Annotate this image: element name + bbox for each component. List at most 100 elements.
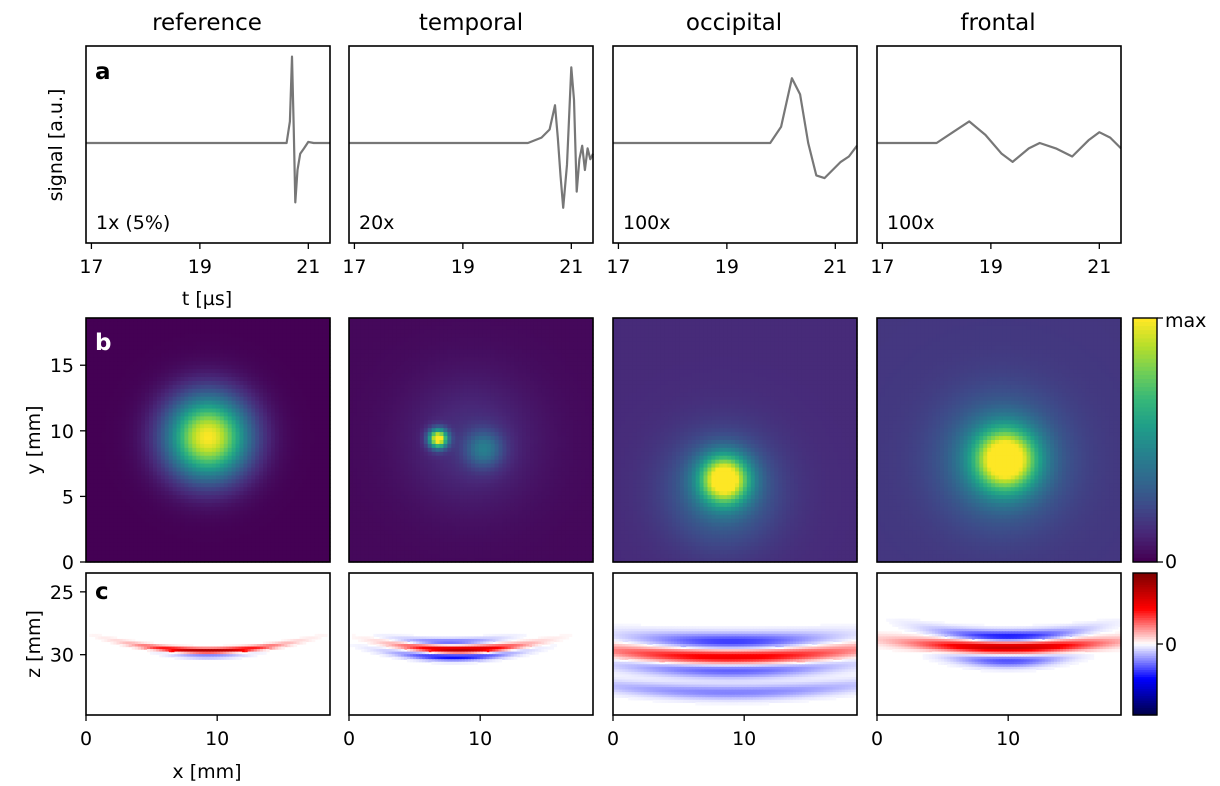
heatmap-cell xyxy=(211,380,217,386)
heatmap-cell xyxy=(380,337,386,343)
heatmap-cell xyxy=(267,396,272,402)
heatmap-cell xyxy=(145,530,150,536)
heatmap-cell xyxy=(322,558,327,563)
heatmap-cell xyxy=(415,329,421,335)
heatmap-cell xyxy=(223,487,229,492)
heatmap-cell xyxy=(561,361,567,366)
heatmap-cell xyxy=(290,554,296,559)
heatmap-cell xyxy=(549,349,555,355)
heatmap-cell xyxy=(463,357,468,362)
heatmap-cell xyxy=(541,361,547,366)
heatmap-cell xyxy=(278,479,284,484)
heatmap-cell xyxy=(267,369,272,374)
heatmap-cell xyxy=(247,321,252,327)
heatmap-cell xyxy=(208,404,213,410)
heatmap-cell xyxy=(235,321,241,327)
heatmap-cell xyxy=(156,337,162,343)
heatmap-cell xyxy=(243,329,248,335)
heatmap-cell xyxy=(164,542,170,547)
heatmap-cell xyxy=(137,341,142,347)
heatmap-cell xyxy=(176,534,182,539)
heatmap-cell xyxy=(306,491,311,496)
heatmap-cell xyxy=(514,341,519,347)
heatmap-cell xyxy=(86,475,91,480)
heatmap-cell xyxy=(282,357,288,362)
heatmap-cell xyxy=(259,546,264,551)
heatmap-cell xyxy=(267,554,272,559)
heatmap-cell xyxy=(117,416,123,421)
heatmap-cell xyxy=(219,491,225,496)
heatmap-cell xyxy=(290,499,296,504)
heatmap-cell xyxy=(164,321,170,327)
heatmap-cell xyxy=(188,479,193,484)
heatmap-cell xyxy=(231,558,237,563)
heatmap-cell xyxy=(259,396,264,402)
heatmap-cell xyxy=(518,345,523,351)
heatmap-cell xyxy=(388,353,393,358)
heatmap-cell xyxy=(411,329,417,335)
heatmap-cell xyxy=(93,479,99,484)
heatmap-cell xyxy=(121,499,126,504)
heatmap-cell xyxy=(148,506,154,512)
heatmap-cell xyxy=(184,333,189,339)
heatmap-cell xyxy=(263,325,268,331)
heatmap-cell xyxy=(215,467,221,473)
heatmap-cell xyxy=(89,487,95,492)
heatmap-cell xyxy=(223,479,229,484)
heatmap-cell xyxy=(589,361,594,366)
heatmap-cell xyxy=(180,404,185,410)
heatmap-cell xyxy=(239,373,245,378)
heatmap-cell xyxy=(251,459,256,465)
heatmap-cell xyxy=(113,447,119,453)
heatmap-cell xyxy=(282,467,288,473)
heatmap-cell xyxy=(522,333,527,339)
heatmap-cell xyxy=(113,475,119,480)
heatmap-cell xyxy=(101,428,107,433)
heatmap-cell xyxy=(478,325,484,331)
heatmap-cell xyxy=(227,369,233,374)
heatmap-cell xyxy=(192,377,197,382)
heatmap-cell xyxy=(117,400,123,406)
heatmap-cell xyxy=(101,506,107,512)
heatmap-cell xyxy=(282,396,288,402)
heatmap-cell xyxy=(231,499,237,504)
heatmap-cell xyxy=(200,542,205,547)
heatmap-cell xyxy=(298,329,304,335)
heatmap-cell xyxy=(486,380,492,386)
heatmap-cell xyxy=(423,337,429,343)
heatmap-cell xyxy=(105,506,111,512)
heatmap-cell xyxy=(352,345,358,351)
heatmap-cell xyxy=(97,400,103,406)
heatmap-cell xyxy=(156,384,162,390)
heatmap-cell xyxy=(184,420,189,425)
heatmap-cell xyxy=(227,495,233,500)
heatmap-cell xyxy=(557,357,563,362)
heatmap-cell xyxy=(148,420,154,425)
plot-area xyxy=(86,46,330,243)
heatmap-cell xyxy=(498,377,504,382)
heatmap-cell xyxy=(156,392,162,398)
heatmap-cell xyxy=(298,325,304,331)
heatmap-cell xyxy=(388,329,393,335)
heatmap-cell xyxy=(577,380,582,386)
heatmap-cell xyxy=(247,542,252,547)
heatmap-cell xyxy=(164,416,170,421)
heatmap-cell xyxy=(117,420,123,425)
heatmap-cell xyxy=(302,534,307,539)
heatmap-cell xyxy=(255,558,260,563)
heatmap-cell xyxy=(349,365,354,370)
heatmap-cell xyxy=(223,463,229,469)
heatmap-cell xyxy=(286,526,292,532)
heatmap-cell xyxy=(125,369,130,374)
heatmap-cell xyxy=(105,510,111,516)
heatmap-cell xyxy=(400,341,405,347)
heatmap-cell xyxy=(431,353,437,358)
heatmap-cell xyxy=(318,502,323,508)
heatmap-cell xyxy=(129,432,134,437)
heatmap-cell xyxy=(208,451,213,457)
heatmap-cell xyxy=(141,451,146,457)
heatmap-cell xyxy=(278,396,284,402)
heatmap-cell xyxy=(310,518,315,524)
heatmap-cell xyxy=(310,546,315,551)
heatmap-cell xyxy=(494,333,500,339)
